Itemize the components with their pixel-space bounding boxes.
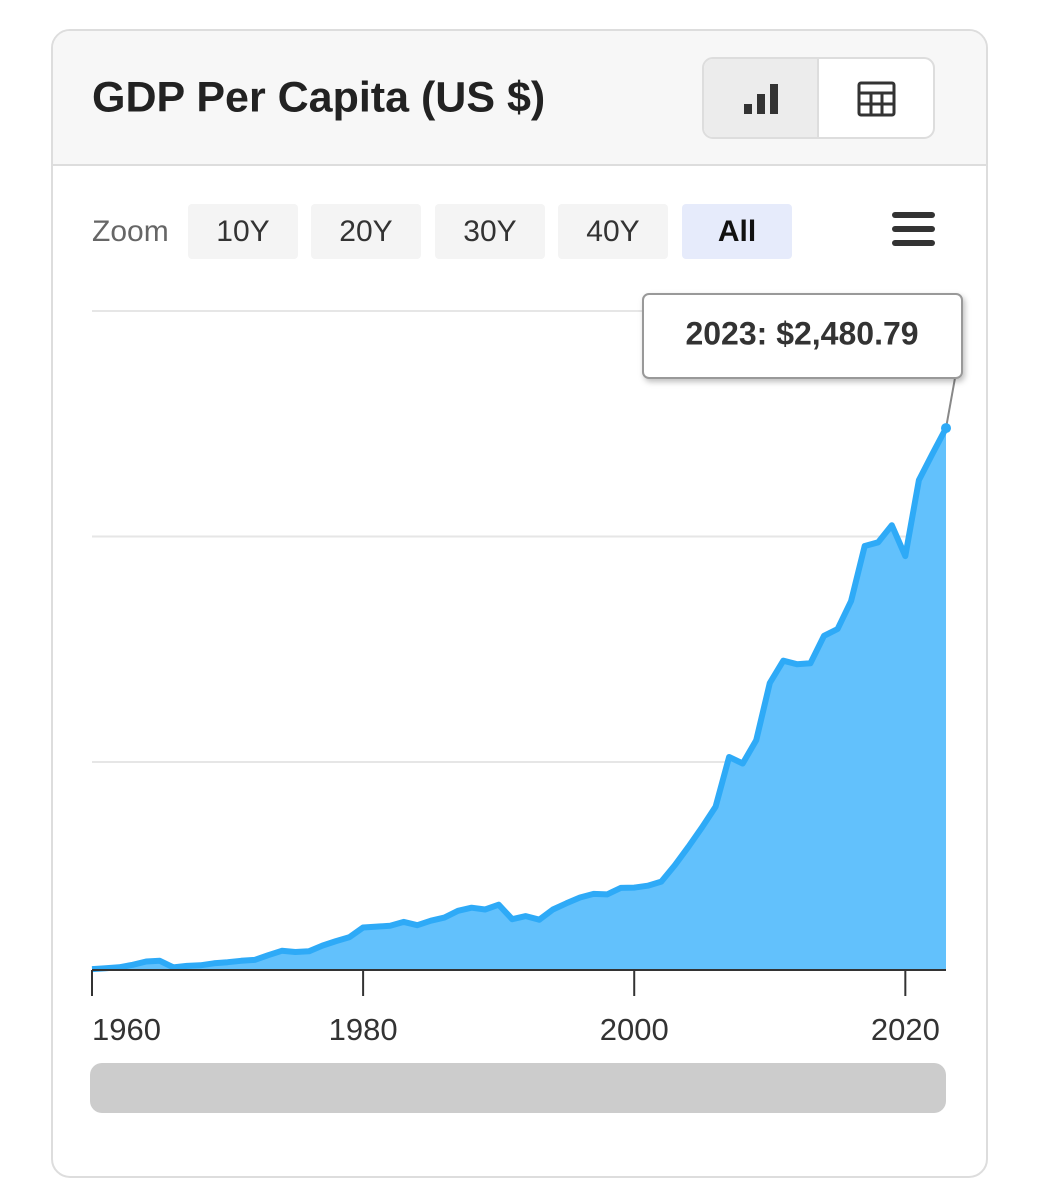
menu-icon[interactable]	[892, 212, 935, 246]
zoom-button[interactable]	[311, 204, 421, 259]
zoom-button[interactable]	[435, 204, 545, 259]
zoom-button-label[interactable]: 10Y	[216, 215, 269, 248]
zoom-button-label[interactable]: 30Y	[463, 215, 516, 248]
zoom-button-label[interactable]: 20Y	[339, 215, 392, 248]
x-tick-label: 1980	[329, 1012, 398, 1047]
tooltip-text: 2023: $2,480.79	[685, 315, 918, 351]
x-tick-label: 2020	[871, 1012, 940, 1047]
title: GDP Per Capita (US $)	[92, 73, 545, 121]
table-icon[interactable]	[857, 81, 896, 117]
tooltip-box	[642, 293, 963, 379]
scrollbar[interactable]	[90, 1063, 946, 1113]
x-tick-label: 1960	[92, 1012, 161, 1047]
tooltip-connector	[945, 377, 956, 429]
zoom-button-label[interactable]: All	[718, 215, 756, 248]
zoom-button[interactable]	[682, 204, 792, 259]
chart-icon	[744, 84, 778, 114]
area-line	[91, 426, 949, 973]
zoom-button-label[interactable]: 40Y	[586, 215, 639, 248]
zoom-button[interactable]	[558, 204, 668, 259]
view-toggle[interactable]	[702, 57, 935, 139]
zoom-label: Zoom	[92, 215, 169, 248]
x-tick-label: 2000	[600, 1012, 669, 1047]
hover-point	[941, 423, 951, 434]
area-fill	[92, 428, 946, 971]
zoom-button[interactable]	[188, 204, 298, 259]
